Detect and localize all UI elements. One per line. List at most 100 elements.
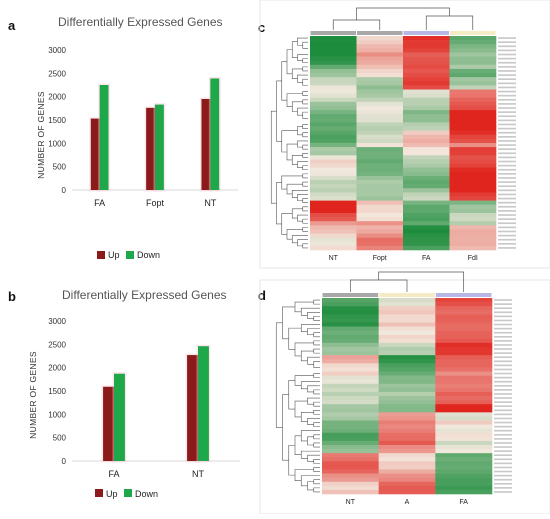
y-tick-label: 1500	[48, 116, 66, 125]
heatmap-cell	[403, 68, 450, 74]
heatmap-cell	[356, 212, 404, 218]
row-label-mark	[498, 86, 516, 89]
row-label-mark	[494, 438, 512, 440]
heatmap-cell	[449, 114, 497, 119]
heatmap-cell	[378, 314, 436, 319]
bar-up-fopt	[146, 107, 155, 190]
heatmap-cell	[310, 126, 357, 131]
row-label-mark	[494, 348, 512, 350]
row-label-mark	[498, 37, 516, 39]
heatmap-cell	[356, 233, 404, 238]
heatmap-cell	[378, 383, 436, 389]
heatmap-cell	[356, 73, 404, 78]
heatmap-cell	[322, 473, 379, 478]
heatmap-cell	[310, 97, 357, 103]
heatmap-cell	[435, 302, 493, 307]
heatmap-cell	[310, 60, 357, 66]
row-label-mark	[498, 193, 516, 196]
row-label-mark	[498, 49, 516, 52]
heatmap-cell	[356, 159, 404, 164]
row-label-mark	[494, 405, 512, 408]
row-label-mark	[498, 218, 516, 220]
row-label-mark	[494, 397, 512, 399]
dendrogram-branch	[302, 144, 308, 150]
row-label-mark	[494, 311, 512, 314]
row-label-mark	[494, 474, 512, 477]
row-label-mark	[498, 201, 516, 204]
heatmap-cell	[435, 351, 493, 356]
heatmap-cell	[322, 477, 379, 483]
heatmap-cell	[356, 101, 404, 107]
heatmap-cell	[435, 387, 493, 393]
dendrogram-branch	[302, 227, 308, 232]
heatmap-cell	[403, 56, 450, 61]
heatmap-cell	[449, 200, 497, 206]
heatmap-cell	[356, 221, 404, 226]
heatmap-cell	[403, 44, 450, 49]
row-label-mark	[498, 210, 516, 212]
chart-b-title: Differentially Expressed Genes	[62, 288, 227, 302]
dendrogram-branch	[286, 229, 303, 240]
heatmap-cell	[403, 122, 450, 127]
heatmap-cell	[403, 60, 450, 66]
heatmap-cell	[356, 56, 404, 61]
heatmap-cell	[435, 424, 493, 429]
row-label-mark	[494, 425, 512, 428]
heatmap-cell	[449, 36, 497, 41]
heatmap-cell	[435, 298, 493, 303]
heatmap-cell	[356, 64, 404, 70]
heatmap-cell	[310, 237, 357, 243]
heatmap-cell	[403, 97, 450, 103]
heatmap-cell	[403, 40, 450, 45]
heatmap-cell	[378, 334, 436, 340]
row-label-mark	[498, 78, 516, 81]
heatmap-cell	[435, 363, 493, 368]
heatmap-cell	[403, 188, 450, 193]
heatmap-cell	[403, 163, 450, 168]
heatmap-cell	[403, 180, 450, 185]
y-tick-label: 2000	[48, 93, 66, 102]
dendrogram-branch	[302, 165, 308, 171]
row-label-mark	[498, 152, 516, 155]
heatmap-cell	[310, 89, 357, 94]
heatmap-cell	[378, 391, 436, 397]
row-label-mark	[494, 364, 512, 367]
column-color-swatch	[435, 293, 492, 297]
heatmap-cell	[356, 44, 404, 49]
column-color-swatch	[322, 293, 379, 297]
row-label-mark	[498, 45, 516, 48]
row-label-mark	[498, 94, 516, 97]
dendrogram-branch	[281, 175, 303, 190]
heatmap-cell	[310, 163, 357, 168]
row-label-mark	[498, 115, 516, 118]
legend-down-label: Down	[137, 250, 160, 260]
row-label-mark	[494, 384, 512, 387]
heatmap-cell	[435, 440, 493, 446]
heatmap-cell	[403, 143, 450, 148]
row-label-mark	[498, 53, 516, 56]
category-label: NT	[192, 469, 204, 479]
column-label: FA	[422, 255, 431, 262]
row-label-mark	[498, 168, 516, 171]
heatmap-cell	[435, 404, 493, 409]
heatmap-cell	[356, 245, 404, 251]
heatmap-cell	[310, 208, 357, 214]
heatmap-cell	[449, 188, 497, 193]
row-label-mark	[494, 466, 512, 469]
heatmap-cell	[356, 217, 404, 222]
heatmap-cell	[322, 416, 379, 421]
heatmap-cell	[378, 371, 436, 376]
heatmap-cell	[322, 412, 379, 417]
heatmap-cell	[378, 461, 436, 466]
heatmap-cell	[449, 233, 497, 238]
dendrogram-branch	[300, 307, 320, 316]
heatmap-cell	[435, 420, 493, 425]
heatmap-cell	[435, 326, 493, 331]
row-label-mark	[498, 82, 516, 85]
dendrogram-branch	[302, 206, 308, 212]
heatmap-cell	[310, 175, 357, 181]
row-label-mark	[494, 344, 512, 346]
bar-chart-a: Differentially Expressed Genes NUMBER OF…	[36, 15, 238, 260]
row-label-mark	[498, 164, 516, 167]
dendrogram-branch	[288, 380, 295, 410]
